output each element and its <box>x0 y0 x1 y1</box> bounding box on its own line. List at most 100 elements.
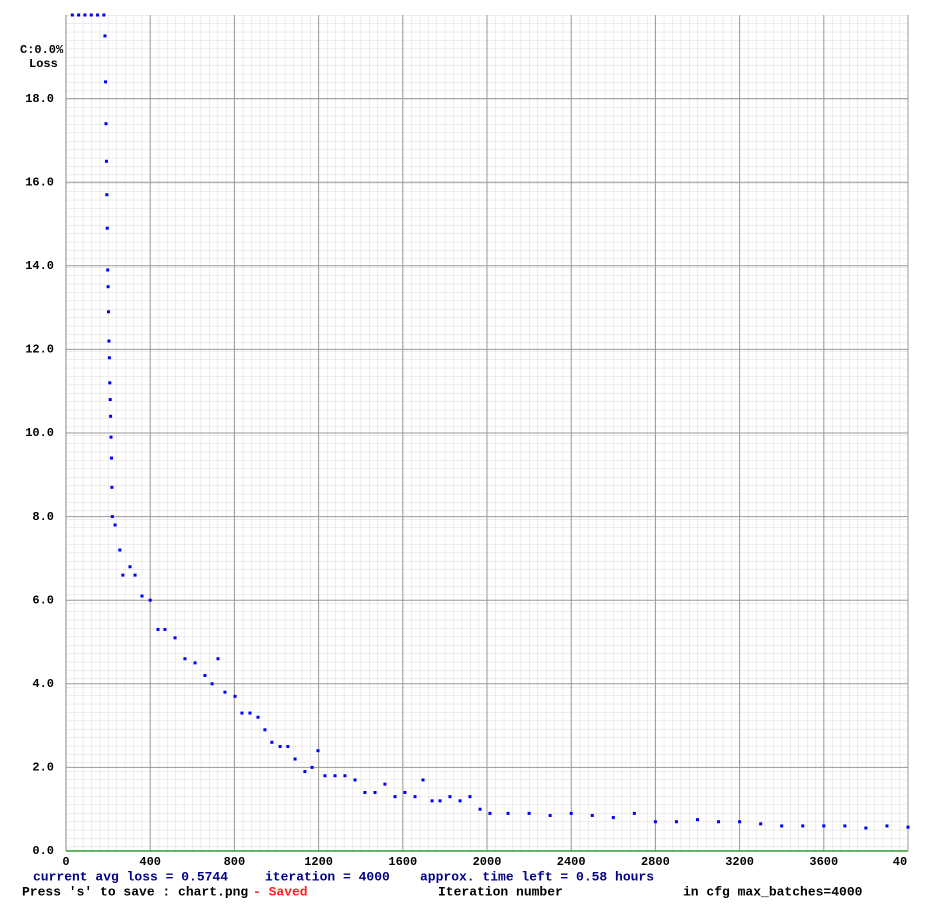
y-tick-label: 2.0 <box>32 761 54 775</box>
loss-point <box>611 816 615 820</box>
loss-point <box>248 711 252 715</box>
loss-point <box>674 820 678 824</box>
x-tick-label: 2400 <box>557 855 586 869</box>
loss-point <box>233 694 237 698</box>
loss-point <box>102 13 106 17</box>
loss-point <box>96 13 100 17</box>
loss-point <box>109 435 113 439</box>
x-axis-label: Iteration number <box>438 884 563 899</box>
x-tick-label: 3600 <box>809 855 838 869</box>
loss-point <box>140 594 144 598</box>
loss-point <box>717 820 721 824</box>
loss-point <box>801 824 805 828</box>
iteration: iteration = 4000 <box>265 869 390 884</box>
loss-point <box>906 825 910 829</box>
save-hint: Press 's' to save : chart.png <box>22 884 248 899</box>
x-tick-label: 2800 <box>641 855 670 869</box>
loss-point <box>413 795 417 799</box>
loss-point <box>293 757 297 761</box>
loss-point <box>759 822 763 826</box>
loss-point <box>488 811 492 815</box>
loss-point <box>696 818 699 822</box>
loss-point <box>89 13 93 17</box>
loss-point <box>343 774 347 778</box>
loss-point <box>316 749 320 753</box>
loss-point <box>109 456 113 460</box>
x-tick-label: 2000 <box>473 855 502 869</box>
loss-point <box>148 598 152 602</box>
loss-point <box>430 799 434 803</box>
y-tick-label: 0.0 <box>32 844 54 858</box>
loss-point <box>110 515 114 519</box>
loss-point <box>270 740 274 744</box>
loss-point <box>173 636 177 640</box>
loss-point <box>70 13 74 17</box>
loss-point <box>106 285 110 289</box>
loss-point <box>105 193 109 197</box>
loss-point <box>121 573 125 577</box>
loss-point <box>363 790 367 794</box>
loss-point <box>107 356 111 360</box>
loss-point <box>590 813 594 817</box>
y-tick-label: 8.0 <box>32 510 54 524</box>
x-tick-label: 400 <box>139 855 161 869</box>
loss-point <box>653 820 657 824</box>
loss-point <box>108 381 112 385</box>
avg-loss: current avg loss = 0.5744 <box>33 869 228 884</box>
loss-point <box>278 745 282 748</box>
loss-point <box>527 811 531 815</box>
loss-point <box>203 673 207 677</box>
y-tick-label: 18.0 <box>25 92 54 106</box>
loss-point <box>421 778 425 782</box>
loss-point <box>353 778 357 782</box>
loss-point <box>104 159 108 163</box>
x-tick-label: 1200 <box>304 855 333 869</box>
time-left: approx. time left = 0.58 hours <box>420 869 654 884</box>
y-tick-label: 14.0 <box>25 259 54 273</box>
loss-point <box>109 414 113 418</box>
loss-point <box>163 627 167 631</box>
loss-point <box>632 811 636 815</box>
loss-point <box>106 268 110 272</box>
loss-point <box>103 34 107 38</box>
loss-point <box>323 774 327 778</box>
precision-label: C:0.0% <box>20 43 64 57</box>
loss-point <box>216 657 220 661</box>
loss-point <box>780 824 784 828</box>
y-tick-label: 16.0 <box>25 175 54 189</box>
loss-point <box>310 765 314 769</box>
y-tick-label: 12.0 <box>25 343 54 357</box>
loss-point <box>738 820 742 824</box>
loss-point <box>822 824 826 828</box>
y-tick-label: 6.0 <box>32 593 54 607</box>
loss-point <box>286 745 290 748</box>
loss-point <box>210 682 214 686</box>
loss-point <box>885 824 889 828</box>
x-tick-label: 3200 <box>725 855 754 869</box>
loss-point <box>113 523 117 527</box>
loss-point <box>864 826 868 830</box>
x-tick-label: 0 <box>62 855 69 869</box>
loss-point <box>393 795 397 799</box>
loss-point <box>107 310 111 314</box>
loss-point <box>478 807 482 811</box>
y-tick-label: 4.0 <box>32 677 54 691</box>
loss-point <box>458 799 462 803</box>
loss-point <box>506 811 510 815</box>
loss-point <box>128 565 132 569</box>
loss-point <box>83 13 87 17</box>
y-axis-label: Loss <box>29 57 58 71</box>
loss-point <box>193 661 197 665</box>
loss-point <box>104 122 108 126</box>
loss-point <box>256 715 260 719</box>
loss-point <box>105 226 109 230</box>
loss-point <box>104 80 108 84</box>
loss-point <box>448 795 452 799</box>
loss-point <box>107 339 111 343</box>
loss-point <box>403 790 407 794</box>
loss-point <box>438 799 442 803</box>
x-tick-label: 1600 <box>388 855 417 869</box>
loss-point <box>303 770 307 774</box>
loss-point <box>373 790 377 794</box>
loss-point <box>77 13 81 17</box>
